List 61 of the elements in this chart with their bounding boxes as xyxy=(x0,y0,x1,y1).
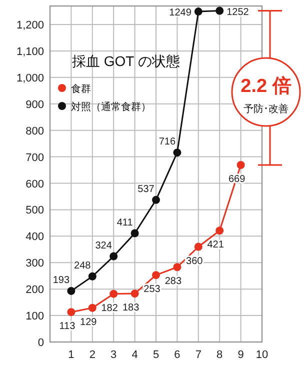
point xyxy=(173,263,182,272)
y-tick-label: 400 xyxy=(26,231,44,244)
y-tick-label: 200 xyxy=(26,284,44,296)
x-tick-label: 10 xyxy=(256,349,268,361)
point xyxy=(88,272,96,280)
data-label: 283 xyxy=(164,276,182,288)
data-label: 421 xyxy=(207,240,224,251)
annotation: 2.2 倍 xyxy=(240,75,292,97)
x-tick-label: 3 xyxy=(110,349,117,361)
point xyxy=(152,196,160,204)
point xyxy=(194,242,202,251)
x-tick-label: 6 xyxy=(174,349,180,361)
y-tick-label: 100 xyxy=(26,310,44,323)
y-tick-label: 800 xyxy=(26,125,44,138)
x-tick-label: 5 xyxy=(152,349,160,361)
data-label: 537 xyxy=(138,184,155,195)
point xyxy=(88,304,96,312)
x-tick-label: 2 xyxy=(89,349,96,361)
y-tick-label: 600 xyxy=(26,178,44,190)
x-tick-label: 1 xyxy=(68,349,74,361)
data-label: 1252 xyxy=(226,6,250,18)
y-tick-label: 0 xyxy=(38,337,44,349)
point xyxy=(216,226,224,235)
data-label: 113 xyxy=(59,321,76,332)
data-label: 1249 xyxy=(169,8,192,19)
data-label: 324 xyxy=(95,240,112,252)
data-label: 129 xyxy=(80,316,98,328)
y-tick-label: 300 xyxy=(26,258,44,270)
point xyxy=(110,290,118,298)
y-tick-label: 1,200 xyxy=(16,20,44,32)
y-tick-label: 700 xyxy=(26,152,44,164)
x-tick-label: 4 xyxy=(132,349,138,361)
y-tick-label: 1,100 xyxy=(16,46,44,58)
data-label: 253 xyxy=(144,284,161,296)
legend-label: 食群 xyxy=(71,83,91,95)
x-tick-label: 9 xyxy=(238,349,244,361)
point xyxy=(130,290,139,298)
point xyxy=(194,8,202,16)
point xyxy=(216,6,224,15)
data-label: 248 xyxy=(74,260,92,272)
x-tick-label: 7 xyxy=(195,349,202,361)
data-label: 193 xyxy=(52,274,70,286)
data-label: 411 xyxy=(116,217,134,228)
data-label: 182 xyxy=(101,302,118,314)
y-tick-label: 900 xyxy=(26,98,44,111)
point xyxy=(67,286,76,295)
legend-label: 対照（通常食群） xyxy=(71,101,151,113)
x-tick-label: 8 xyxy=(216,349,223,361)
data-label: 183 xyxy=(122,302,140,314)
point xyxy=(130,229,139,238)
annotation: 予防･改善 xyxy=(244,103,288,115)
point xyxy=(173,148,182,157)
point xyxy=(236,161,245,170)
data-label: 360 xyxy=(186,256,204,267)
y-tick-label: 1,000 xyxy=(16,72,44,84)
data-label: 716 xyxy=(158,136,176,148)
point xyxy=(67,308,76,316)
text: 採血 GOT の状態 xyxy=(72,53,180,69)
y-tick-label: 500 xyxy=(26,204,44,217)
point xyxy=(110,252,118,260)
point xyxy=(152,271,160,280)
